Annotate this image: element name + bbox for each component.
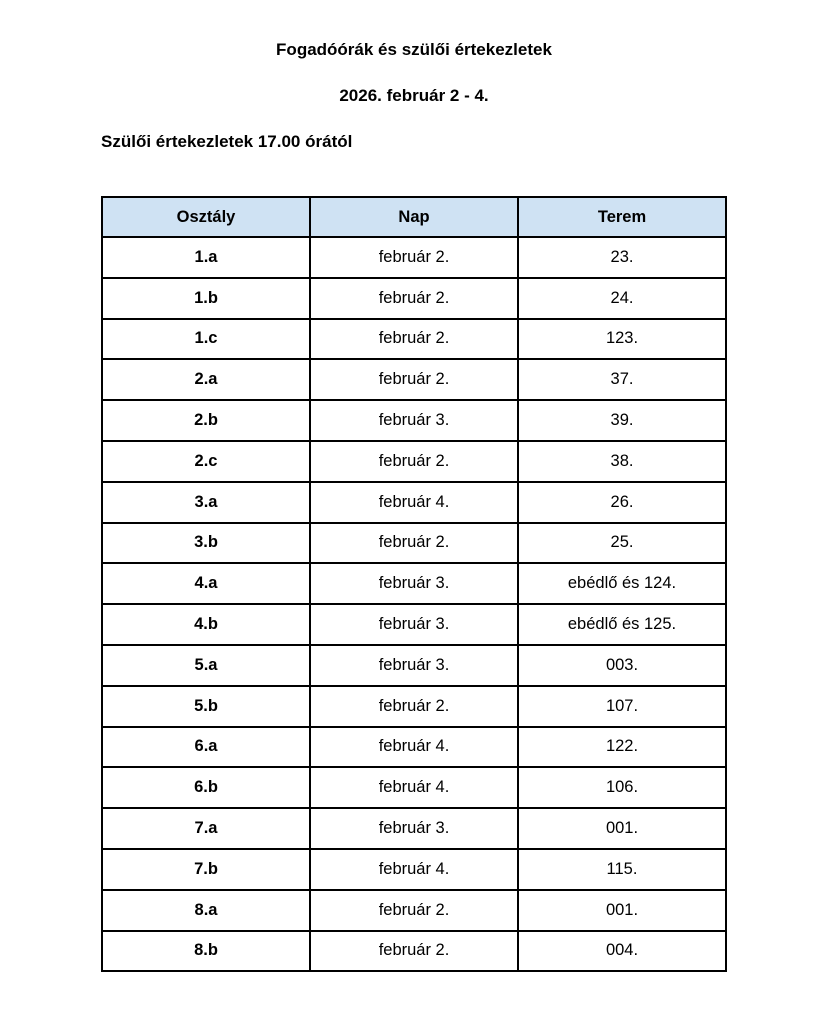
room-cell: 107. xyxy=(517,684,727,728)
column-header-class: Osztály xyxy=(101,196,311,238)
room-cell: 004. xyxy=(517,929,727,973)
room-cell: ebédlő és 125. xyxy=(517,603,727,646)
class-cell: 8.b xyxy=(101,929,311,973)
room-cell: 001. xyxy=(517,807,727,850)
day-cell: február 2. xyxy=(309,439,519,483)
table-row: 2.b február 3. 39. xyxy=(101,399,727,442)
class-cell: 6.a xyxy=(101,725,311,769)
class-cell: 2.a xyxy=(101,358,311,402)
table-row: 6.a február 4. 122. xyxy=(101,725,727,769)
day-cell: február 4. xyxy=(309,480,519,524)
day-cell: február 3. xyxy=(309,807,519,850)
schedule-table: Osztály Nap Terem 1.a február 2. 23. 1.b feb… xyxy=(101,196,727,973)
room-cell: 23. xyxy=(517,236,727,279)
room-cell: 123. xyxy=(517,317,727,361)
table-row: 1.c február 2. 123. xyxy=(101,317,727,361)
class-cell: 3.a xyxy=(101,480,311,524)
day-cell: február 4. xyxy=(309,725,519,769)
table-row: 1.b február 2. 24. xyxy=(101,276,727,320)
room-cell: 122. xyxy=(517,725,727,769)
class-cell: 2.c xyxy=(101,439,311,483)
column-header-day: Nap xyxy=(309,196,519,238)
date-range: 2026. február 2 - 4. xyxy=(339,86,489,105)
class-cell: 2.b xyxy=(101,399,311,442)
day-cell: február 3. xyxy=(309,603,519,646)
day-cell: február 4. xyxy=(309,766,519,810)
table-row: 2.a február 2. 37. xyxy=(101,358,727,402)
table-row: 5.b február 2. 107. xyxy=(101,684,727,728)
day-cell: február 2. xyxy=(309,888,519,932)
day-cell: február 2. xyxy=(309,521,519,565)
table-row: 5.a február 3. 003. xyxy=(101,643,727,687)
room-cell: 003. xyxy=(517,643,727,687)
table-row: 7.a február 3. 001. xyxy=(101,807,727,850)
class-cell: 7.b xyxy=(101,847,311,891)
class-cell: 4.b xyxy=(101,603,311,646)
table-row: 7.b február 4. 115. xyxy=(101,847,727,891)
class-cell: 5.b xyxy=(101,684,311,728)
day-cell: február 2. xyxy=(309,358,519,402)
day-cell: február 4. xyxy=(309,847,519,891)
table-row: 3.a február 4. 26. xyxy=(101,480,727,524)
class-cell: 6.b xyxy=(101,766,311,810)
class-cell: 3.b xyxy=(101,521,311,565)
room-cell: 106. xyxy=(517,766,727,810)
room-cell: 37. xyxy=(517,358,727,402)
room-cell: 39. xyxy=(517,399,727,442)
table-row: 1.a február 2. 23. xyxy=(101,236,727,279)
table-row: 3.b február 2. 25. xyxy=(101,521,727,565)
table-header-row: Osztály Nap Terem xyxy=(101,196,727,238)
day-cell: február 2. xyxy=(309,317,519,361)
table-row: 6.b február 4. 106. xyxy=(101,766,727,810)
day-cell: február 2. xyxy=(309,236,519,279)
class-cell: 1.c xyxy=(101,317,311,361)
table-row: 4.a február 3. ebédlő és 124. xyxy=(101,562,727,606)
room-cell: 115. xyxy=(517,847,727,891)
class-cell: 1.a xyxy=(101,236,311,279)
day-cell: február 3. xyxy=(309,399,519,442)
room-cell: 26. xyxy=(517,480,727,524)
class-cell: 8.a xyxy=(101,888,311,932)
document-title: Fogadóórák és szülői értekezletek xyxy=(276,40,552,59)
day-cell: február 3. xyxy=(309,643,519,687)
day-cell: február 2. xyxy=(309,276,519,320)
day-cell: február 2. xyxy=(309,684,519,728)
column-header-room: Terem xyxy=(517,196,727,238)
room-cell: 25. xyxy=(517,521,727,565)
section-subtitle: Szülői értekezletek 17.00 órától xyxy=(101,132,353,151)
day-cell: február 3. xyxy=(309,562,519,606)
class-cell: 1.b xyxy=(101,276,311,320)
class-cell: 7.a xyxy=(101,807,311,850)
table-row: 2.c február 2. 38. xyxy=(101,439,727,483)
class-cell: 5.a xyxy=(101,643,311,687)
room-cell: ebédlő és 124. xyxy=(517,562,727,606)
room-cell: 001. xyxy=(517,888,727,932)
room-cell: 38. xyxy=(517,439,727,483)
day-cell: február 2. xyxy=(309,929,519,973)
class-cell: 4.a xyxy=(101,562,311,606)
table-row: 8.a február 2. 001. xyxy=(101,888,727,932)
table-row: 8.b február 2. 004. xyxy=(101,929,727,973)
room-cell: 24. xyxy=(517,276,727,320)
table-row: 4.b február 3. ebédlő és 125. xyxy=(101,603,727,646)
